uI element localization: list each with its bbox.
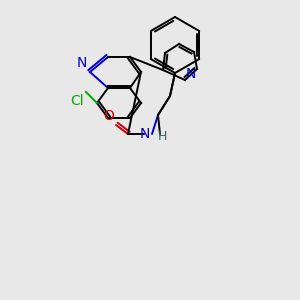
Text: N: N xyxy=(140,127,150,141)
Text: H: H xyxy=(158,130,167,142)
Text: N: N xyxy=(186,67,196,81)
Text: Cl: Cl xyxy=(70,94,84,108)
Text: N: N xyxy=(76,56,87,70)
Text: O: O xyxy=(103,109,114,123)
